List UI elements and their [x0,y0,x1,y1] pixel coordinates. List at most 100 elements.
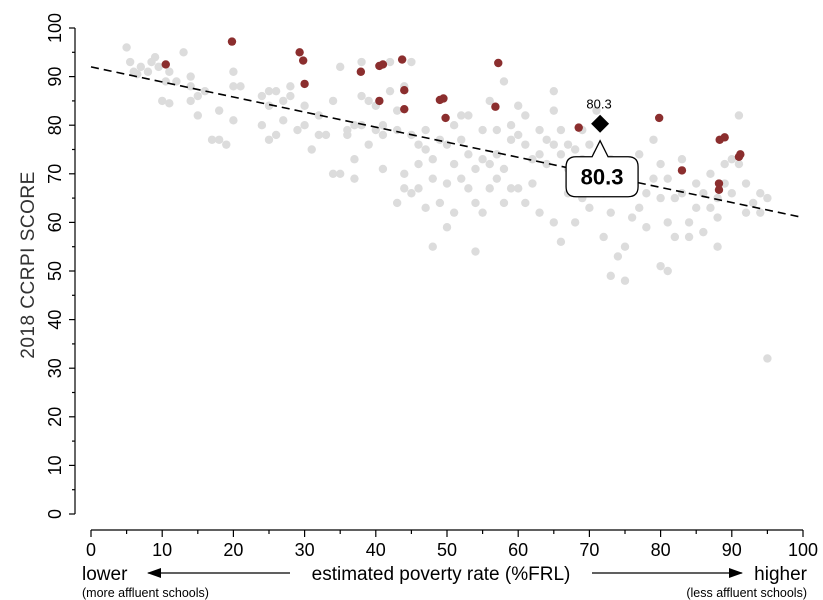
school-point [485,159,494,169]
x-low-label: lower [82,564,128,585]
school-point [214,135,224,144]
school-point [414,140,423,149]
school-point [193,111,202,120]
school-point [692,203,701,213]
school-point [492,150,502,159]
highlighted-school-point [227,37,237,46]
school-point [414,184,423,193]
y-tick-label: 90 [45,67,65,87]
school-point [428,155,437,164]
school-point [236,82,245,91]
school-point [756,208,765,217]
school-point [421,145,430,154]
school-point [506,184,516,193]
school-point [535,150,544,159]
school-point [400,184,409,193]
school-point [133,69,142,79]
school-point [478,208,487,217]
school-point [286,82,295,91]
school-point [442,179,452,188]
highlighted-school-point [736,150,745,159]
school-point [549,218,558,227]
school-point [264,135,274,144]
school-point [556,237,566,247]
highlighted-school-point [400,104,409,114]
school-point [350,121,359,130]
school-point [471,247,480,256]
school-point [154,62,163,72]
y-axis-label: 2018 CCRPI SCORE [18,171,39,359]
highlighted-school-point [295,48,304,57]
school-point [585,203,594,213]
school-point [314,130,324,140]
school-point [264,101,274,110]
school-point [514,184,523,193]
school-point [528,179,537,188]
highlighted-school-point [397,55,407,64]
school-point [161,77,170,86]
x-tick-label: 100 [788,540,818,560]
school-point [300,101,309,110]
school-point [727,155,736,164]
school-point [328,169,338,178]
school-point [684,218,694,227]
school-point [314,111,324,120]
school-point [642,189,651,198]
x-tick-label: 50 [437,540,457,560]
school-point [592,106,601,115]
school-point [613,252,623,261]
y-tick-label: 100 [45,13,65,43]
school-point [343,130,352,140]
school-point [214,106,224,115]
school-point [257,121,267,130]
y-tick-label: 30 [45,358,65,378]
school-point [521,111,530,120]
y-axis: 0 10 20 30 40 50 60 70 80 90 100 [45,13,76,519]
school-point [385,57,395,67]
school-point [485,184,494,193]
y-tick-label: 50 [45,261,65,281]
school-point [229,116,238,125]
school-point [136,62,146,72]
school-point [713,213,722,222]
school-point [670,232,680,242]
school-point [663,266,672,276]
school-point [143,67,153,76]
highlighted-school-point [300,79,309,89]
school-point [656,159,665,169]
school-point [172,77,181,86]
y-tick-label: 20 [45,407,65,427]
school-point [528,155,537,164]
target-diamond-marker [591,114,610,133]
school-point [428,242,437,251]
school-point [620,242,630,251]
school-point [549,86,558,96]
school-point [328,96,338,106]
x-low-sublabel: (more affluent schools) [82,586,209,600]
highlighted-school-point [439,94,448,103]
school-point [606,208,615,217]
school-point [378,130,388,140]
school-point [407,189,416,198]
school-point [499,164,509,174]
school-point [357,57,366,67]
x-tick-label: 80 [651,540,671,560]
school-point [364,140,373,149]
school-point [229,67,238,76]
school-point [257,91,267,101]
school-point [620,276,630,285]
school-point [521,140,530,149]
school-point [125,57,135,67]
school-point [656,193,665,203]
school-point [635,150,644,159]
school-point [478,125,487,135]
school-point [563,140,573,149]
y-tick-label: 60 [45,212,65,232]
school-point [471,198,480,208]
highlighted-school-point [298,56,308,65]
school-point [186,72,195,81]
school-point [549,140,558,149]
school-point [734,159,744,169]
school-point [300,121,309,130]
